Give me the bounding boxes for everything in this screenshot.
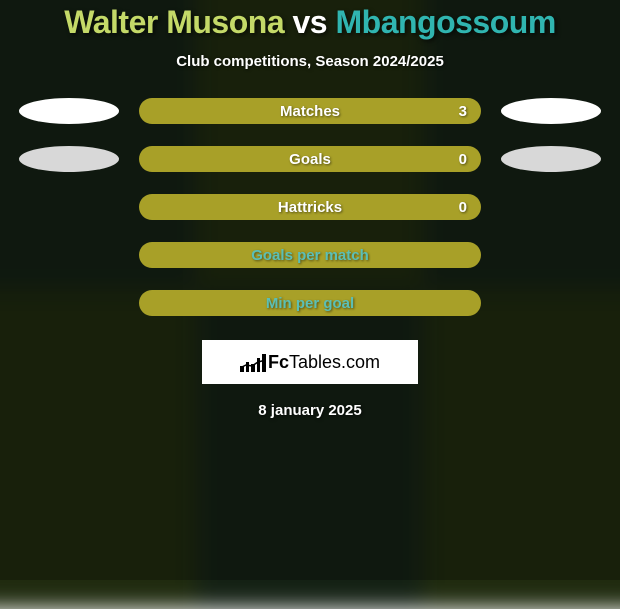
stat-value: 0 — [459, 151, 467, 168]
comparison-title: Walter Musona vs Mbangossoum — [64, 4, 556, 41]
stat-label: Hattricks — [278, 199, 342, 216]
left-ellipse — [19, 146, 119, 172]
content-area: Walter Musona vs Mbangossoum Club compet… — [0, 0, 620, 580]
stat-bar: Min per goal — [139, 290, 481, 316]
stat-bar: Goals per match — [139, 242, 481, 268]
left-ellipse — [19, 98, 119, 124]
logo-text: FcTables.com — [268, 352, 380, 373]
stat-label: Min per goal — [266, 295, 354, 312]
left-ellipse-placeholder — [19, 290, 119, 316]
stat-row: Goals 0 — [8, 146, 612, 172]
stat-row: Matches 3 — [8, 98, 612, 124]
right-ellipse — [501, 146, 601, 172]
vs-text: vs — [293, 4, 328, 40]
player2-name: Mbangossoum — [335, 4, 555, 40]
stat-label: Goals — [289, 151, 331, 168]
stat-bar: Goals 0 — [139, 146, 481, 172]
right-ellipse-placeholder — [501, 242, 601, 268]
comparison-infographic: Walter Musona vs Mbangossoum Club compet… — [0, 0, 620, 580]
stat-row: Hattricks 0 — [8, 194, 612, 220]
stat-label: Matches — [280, 103, 340, 120]
fctables-logo: FcTables.com — [202, 340, 418, 384]
right-ellipse — [501, 98, 601, 124]
date-text: 8 january 2025 — [258, 402, 361, 419]
left-ellipse-placeholder — [19, 242, 119, 268]
stats-list: Matches 3 Goals 0 Hattricks 0 Goals per match M… — [0, 98, 620, 316]
stat-bar: Hattricks 0 — [139, 194, 481, 220]
stat-row: Min per goal — [8, 290, 612, 316]
logo-trend-line-icon — [240, 360, 266, 370]
stat-row: Goals per match — [8, 242, 612, 268]
right-ellipse-placeholder — [501, 290, 601, 316]
right-ellipse-placeholder — [501, 194, 601, 220]
stat-value: 0 — [459, 199, 467, 216]
left-ellipse-placeholder — [19, 194, 119, 220]
stat-bar: Matches 3 — [139, 98, 481, 124]
subtitle-text: Club competitions, Season 2024/2025 — [176, 53, 444, 70]
stat-value: 3 — [459, 103, 467, 120]
logo-chart-icon — [240, 352, 266, 372]
player1-name: Walter Musona — [64, 4, 284, 40]
stat-label: Goals per match — [251, 247, 369, 264]
